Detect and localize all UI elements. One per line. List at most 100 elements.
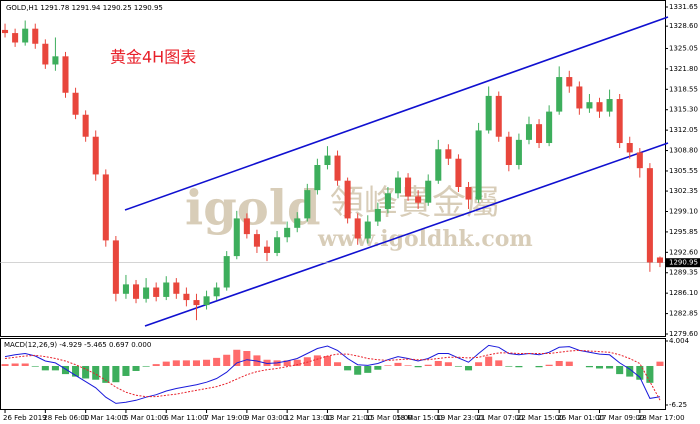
current-price-box — [666, 258, 700, 268]
y-tick-label: 4.004 — [669, 337, 690, 345]
y-tick-label: 1305.55 — [669, 167, 698, 175]
candle-body — [415, 196, 422, 203]
candle-body — [606, 99, 613, 112]
candle-body — [22, 28, 29, 43]
macd-histogram-bar — [545, 364, 553, 366]
macd-histogram-bar — [172, 360, 180, 366]
x-tick-label: 15 Mar 05:00 — [366, 414, 413, 422]
macd-histogram-bar — [293, 359, 301, 366]
y-tick-label: 1282.85 — [669, 310, 698, 318]
macd-histogram-bar — [313, 355, 321, 366]
y-tick-label: 1315.30 — [669, 106, 698, 114]
macd-line — [4, 344, 661, 404]
current-price-label: 1290.95 — [669, 259, 698, 267]
macd-histogram-bar — [182, 360, 190, 366]
y-tick-label: 1312.05 — [669, 126, 698, 134]
macd-histogram-bar — [595, 365, 604, 369]
macd-histogram-bar — [132, 365, 140, 371]
candle-body — [445, 149, 452, 159]
candle-body — [425, 180, 432, 203]
macd-histogram-bar — [585, 365, 593, 368]
candle-body — [646, 168, 653, 263]
macd-histogram-bar — [334, 362, 342, 366]
macd-histogram-bar — [535, 365, 543, 368]
candle-body — [173, 282, 180, 294]
candle-body — [253, 234, 260, 247]
candle-body — [384, 193, 391, 209]
candle-body — [374, 208, 381, 222]
macd-histogram-bar — [51, 365, 59, 371]
macd-histogram-bar — [162, 361, 170, 366]
candle-body — [475, 130, 482, 200]
macd-histogram-bar — [475, 362, 483, 366]
candle-body — [485, 95, 492, 131]
candle-body — [596, 102, 603, 112]
macd-histogram-bar — [152, 364, 160, 366]
x-tick-label: 1 Mar 14:00 — [84, 414, 126, 422]
candle-body — [193, 300, 200, 306]
candle-body — [233, 218, 240, 257]
candle-body — [143, 287, 150, 299]
macd-histogram-bar — [646, 365, 654, 383]
macd-histogram-bar — [213, 357, 221, 366]
candle-body — [203, 296, 210, 306]
candle-body — [334, 155, 341, 181]
candle-body — [72, 92, 79, 115]
candle-body — [405, 177, 412, 197]
macd-histogram-bar — [82, 365, 90, 379]
macd-histogram-bar — [384, 365, 392, 366]
macd-frame — [0, 338, 666, 410]
candle-body — [42, 43, 49, 65]
macd-histogram-bar — [626, 365, 634, 377]
candle-body — [314, 165, 321, 191]
macd-histogram-bar — [122, 365, 130, 376]
candle-body — [515, 139, 522, 166]
candle-body — [284, 227, 291, 238]
macd-histogram-bar — [555, 360, 563, 366]
macd-histogram-bar — [11, 363, 19, 366]
x-tick-label: 18 Mar 15:00 — [396, 414, 443, 422]
candle-body — [12, 33, 19, 43]
macd-histogram-bar — [354, 365, 362, 375]
candle-body — [213, 287, 220, 297]
candle-body — [62, 56, 69, 93]
macd-histogram-bar — [102, 365, 110, 383]
candle-body — [586, 102, 593, 109]
y-tick-label: 1308.80 — [669, 147, 698, 155]
macd-histogram-bar — [41, 365, 49, 371]
macd-histogram-bar — [364, 365, 372, 373]
macd-histogram-bar — [404, 365, 412, 366]
macd-histogram-bar — [636, 365, 644, 380]
candle-body — [435, 149, 442, 181]
y-tick-label: 1295.85 — [669, 228, 698, 236]
candle-body — [263, 246, 271, 253]
y-tick-label: 1299.10 — [669, 207, 698, 215]
macd-histogram-bar — [505, 365, 513, 367]
candle-body — [223, 256, 230, 288]
y-tick-label: -6.25 — [669, 401, 687, 409]
watermark-logo: igold — [185, 181, 321, 237]
macd-histogram-bar — [656, 361, 664, 366]
candle-body — [536, 124, 543, 144]
x-tick-label: 27 Mar 09:00 — [598, 414, 645, 422]
x-tick-label: 13 Mar 21:00 — [325, 414, 372, 422]
macd-histogram-bar — [454, 365, 462, 367]
watermark-name: 領峰貴金屬 — [330, 183, 500, 223]
candle-body — [576, 86, 583, 109]
macd-histogram-bar — [233, 349, 241, 366]
annotation: 黄金4H图表 — [110, 48, 196, 67]
chart-title: GOLD,H1 1291.78 1291.94 1290.25 1290.95 — [6, 4, 163, 12]
candle-body — [243, 218, 250, 235]
macd-histogram-bar — [303, 357, 311, 366]
main-frame — [0, 0, 666, 337]
candle-body — [626, 143, 633, 153]
candle-body — [304, 190, 311, 219]
macd-histogram-bar — [112, 365, 120, 383]
x-tick-label: 19 Mar 23:00 — [436, 414, 483, 422]
macd-histogram-bar — [203, 359, 211, 366]
macd-histogram-bar — [323, 356, 331, 366]
x-tick-label: 7 Mar 19:00 — [205, 414, 247, 422]
y-tick-label: 1292.60 — [669, 248, 698, 256]
candle-body — [354, 218, 361, 239]
